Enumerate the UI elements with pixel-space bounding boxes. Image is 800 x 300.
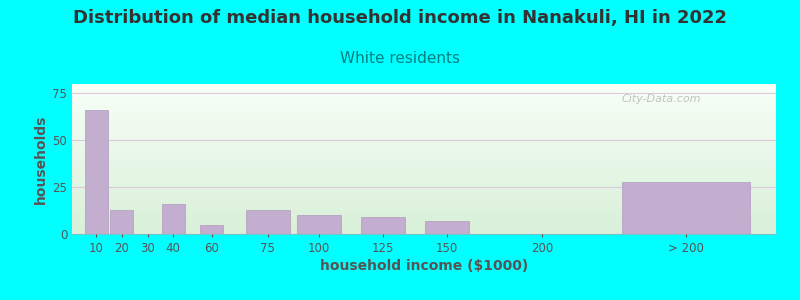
Bar [246,210,290,234]
Bar [200,225,223,234]
Text: City-Data.com: City-Data.com [621,94,701,104]
Bar [110,210,134,234]
Text: White residents: White residents [340,51,460,66]
Bar [426,221,469,234]
Text: Distribution of median household income in Nanakuli, HI in 2022: Distribution of median household income … [73,9,727,27]
X-axis label: household income ($1000): household income ($1000) [320,259,528,273]
Bar [362,217,405,234]
Bar [298,215,341,234]
Y-axis label: households: households [34,114,48,204]
Bar [85,110,108,234]
Bar [162,204,185,234]
Bar [622,182,750,234]
